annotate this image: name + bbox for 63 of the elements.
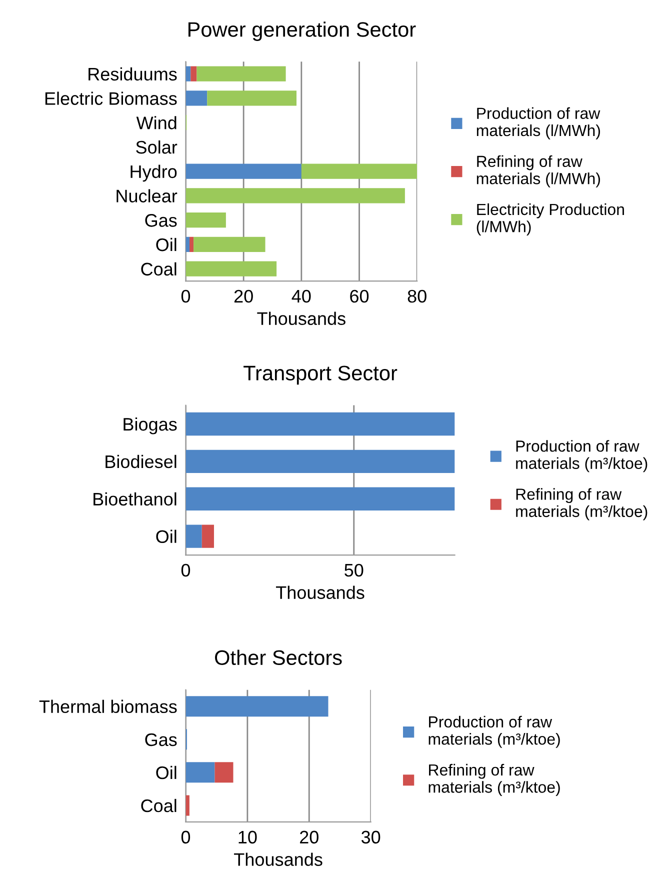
x-tick-label: 40 (292, 290, 311, 303)
y-tick-label: Solar (136, 140, 178, 154)
legend-label: Production of raw materials (m³/ktoe) (428, 716, 560, 748)
bar (301, 164, 418, 179)
x-axis-title: Thousands (276, 586, 364, 600)
bar (186, 90, 208, 106)
bar (190, 66, 197, 82)
x-tick-label: 20 (234, 290, 253, 303)
legend-label: Refining of raw materials (m³/ktoe) (516, 488, 648, 520)
y-tick-label: Hydro (130, 164, 177, 182)
y-tick-label: Gas (145, 733, 177, 746)
bar (186, 261, 277, 276)
x-axis-title: Thousands (234, 852, 322, 866)
legend-label: Production of raw materials (m³/ktoe) (516, 440, 648, 472)
legend-label: Refining of raw materials (l/MWh) (476, 155, 600, 188)
bar (186, 450, 455, 474)
legend-label: Production of raw materials (l/MWh) (476, 107, 600, 140)
bar (186, 164, 302, 179)
x-tick-label: 80 (408, 290, 426, 303)
y-tick-label: Oil (156, 238, 176, 252)
x-axis-title: Thousands (257, 312, 346, 326)
y-tick-label: Bioethanol (94, 492, 176, 506)
y-tick-label: Coal (141, 262, 176, 276)
y-tick-label: Wind (136, 116, 176, 130)
y-tick-label: Gas (145, 214, 177, 227)
bar (202, 524, 214, 548)
y-tick-label: Thermal biomass (39, 700, 177, 714)
bar (186, 762, 215, 783)
chart-title: Other Sectors (215, 650, 342, 666)
bar (207, 90, 296, 106)
y-tick-label: Electric Biomass (45, 92, 177, 105)
legend-label: Refining of raw materials (m³/ktoe) (428, 764, 560, 796)
bar (196, 66, 286, 82)
chart-title: Power generation Sector (188, 22, 416, 41)
bar (194, 236, 266, 252)
bar (186, 795, 190, 816)
x-tick-label: 0 (181, 564, 190, 577)
bar (186, 487, 455, 510)
y-tick-label: Oil (156, 530, 176, 544)
legend-label: Electricity Production (l/MWh) (476, 203, 624, 236)
y-tick-label: Residuums (88, 67, 177, 81)
bar (186, 524, 202, 548)
bar (186, 696, 328, 717)
bar (190, 236, 194, 252)
y-tick-label: Biogas (124, 417, 177, 434)
x-tick-label: 0 (181, 290, 190, 303)
x-tick-label: 30 (361, 830, 380, 844)
x-tick-label: 20 (300, 830, 318, 844)
x-tick-label: 0 (181, 830, 190, 844)
x-tick-label: 50 (344, 564, 364, 577)
bar (186, 188, 405, 204)
bar (214, 762, 234, 783)
chart-title: Transport Sector (244, 366, 398, 385)
bar (186, 236, 190, 252)
y-tick-label: Coal (141, 798, 176, 812)
x-tick-label: 60 (350, 290, 369, 303)
y-tick-label: Biodiesel (106, 454, 176, 468)
y-tick-label: Nuclear (116, 189, 178, 202)
bar (186, 212, 226, 228)
bar (186, 412, 455, 436)
bar (186, 66, 191, 82)
y-tick-label: Oil (156, 766, 176, 780)
x-tick-label: 10 (238, 830, 257, 844)
